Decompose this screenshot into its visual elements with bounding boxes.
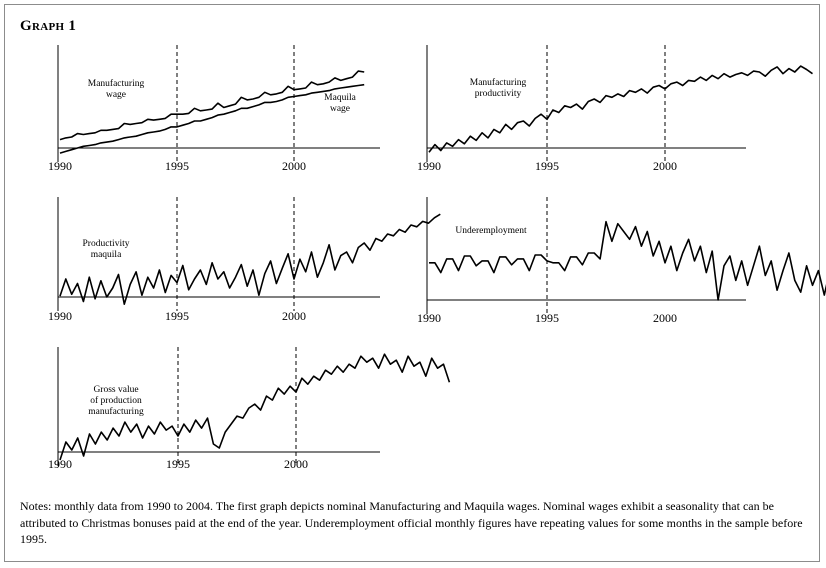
tick-label-1990: 1990 (417, 311, 441, 325)
figure-notes: Notes: monthly data from 1990 to 2004. T… (20, 499, 803, 546)
tick-label-2000: 2000 (282, 309, 306, 323)
annotation-line: maquila (91, 250, 122, 260)
series-line-2 (59, 83, 365, 154)
annotation-line: Gross value (93, 385, 138, 395)
series-line-1 (428, 65, 813, 153)
chart-panel-2: 1990 1995 2000 Manufacturing productivity (417, 45, 813, 173)
annotation-line: manufacturing (88, 406, 144, 417)
tick-label-1995: 1995 (165, 309, 189, 323)
annotation-line: of production (90, 395, 142, 406)
annotation-line: wage (106, 90, 126, 100)
graph-title: Graph 1 (20, 18, 77, 34)
annotation-line: Maquila (324, 93, 356, 103)
tick-label-1990: 1990 (48, 309, 72, 323)
series-line-1 (59, 213, 441, 306)
chart-panel-3: 1990 1995 2000 Productivity maquila (48, 197, 441, 323)
annotation-line: Productivity (83, 239, 130, 249)
tick-label-1990: 1990 (417, 159, 441, 173)
annotation-line: wage (330, 104, 350, 114)
series-line-1 (59, 353, 451, 461)
series-line-1 (429, 220, 826, 301)
chart-panel-4: 1990 1995 2000 Underemployment (417, 197, 826, 325)
tick-label-2000: 2000 (282, 159, 306, 173)
tick-label-1995: 1995 (535, 311, 559, 325)
series-annotation: Gross value of production manufacturing (88, 385, 144, 417)
annotation-line: Manufacturing (88, 78, 145, 89)
annotation-line: productivity (475, 89, 522, 99)
tick-label-2000: 2000 (653, 311, 677, 325)
series-annotation: Maquila wage (324, 93, 356, 114)
tick-label-1995: 1995 (166, 457, 190, 471)
annotation-line: Manufacturing (470, 77, 527, 88)
series-annotation: Productivity maquila (83, 239, 130, 260)
figure-frame (4, 4, 820, 562)
chart-panel-5: 1990 1995 2000 Gross value of production manu… (48, 347, 451, 471)
series-annotation: Manufacturing wage (88, 78, 145, 100)
series-annotation: Underemployment (455, 226, 527, 236)
tick-label-1995: 1995 (535, 159, 559, 173)
annotation-line: Underemployment (455, 226, 527, 236)
series-line-1 (59, 70, 365, 141)
tick-label-1995: 1995 (165, 159, 189, 173)
tick-label-2000: 2000 (284, 457, 308, 471)
tick-label-1990: 1990 (48, 159, 72, 173)
tick-label-2000: 2000 (653, 159, 677, 173)
series-annotation: Manufacturing productivity (470, 77, 527, 99)
tick-label-1990: 1990 (48, 457, 72, 471)
